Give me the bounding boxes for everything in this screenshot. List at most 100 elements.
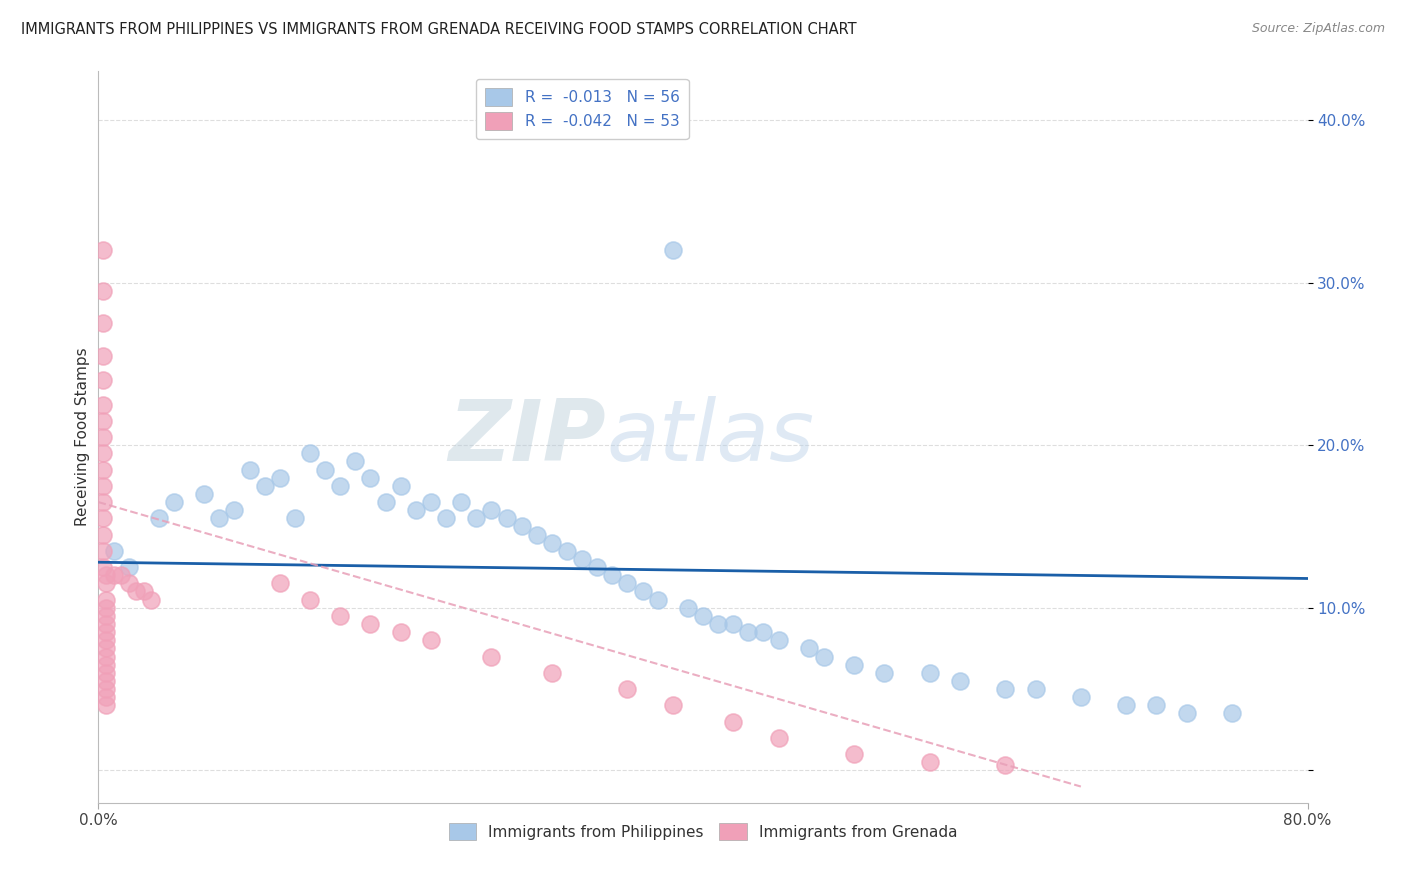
Point — [360, 617, 382, 632]
Point — [555, 544, 578, 558]
Point — [94, 649, 117, 664]
Point — [813, 649, 835, 664]
Text: IMMIGRANTS FROM PHILIPPINES VS IMMIGRANTS FROM GRENADA RECEIVING FOOD STAMPS COR: IMMIGRANTS FROM PHILIPPINES VS IMMIGRANT… — [21, 22, 856, 37]
Point — [91, 446, 114, 460]
Point — [163, 495, 186, 509]
Text: Source: ZipAtlas.com: Source: ZipAtlas.com — [1251, 22, 1385, 36]
Point — [737, 625, 759, 640]
Point — [269, 471, 291, 485]
Point — [91, 316, 114, 330]
Point — [661, 698, 683, 713]
Point — [91, 349, 114, 363]
Point — [94, 617, 117, 632]
Point — [768, 731, 790, 745]
Point — [91, 243, 114, 257]
Legend: Immigrants from Philippines, Immigrants from Grenada: Immigrants from Philippines, Immigrants … — [443, 816, 963, 847]
Point — [94, 608, 117, 623]
Point — [208, 511, 231, 525]
Point — [148, 511, 170, 525]
Point — [723, 617, 745, 632]
Point — [949, 673, 972, 688]
Point — [94, 568, 117, 582]
Point — [91, 527, 114, 541]
Point — [707, 617, 730, 632]
Point — [91, 284, 114, 298]
Point — [1070, 690, 1092, 705]
Point — [420, 495, 443, 509]
Point — [450, 495, 472, 509]
Point — [284, 511, 307, 525]
Point — [1144, 698, 1167, 713]
Point — [132, 584, 155, 599]
Point — [94, 625, 117, 640]
Point — [405, 503, 427, 517]
Point — [193, 487, 215, 501]
Y-axis label: Receiving Food Stamps: Receiving Food Stamps — [75, 348, 90, 526]
Point — [91, 479, 114, 493]
Point — [118, 576, 141, 591]
Point — [389, 479, 412, 493]
Point — [647, 592, 669, 607]
Point — [94, 690, 117, 705]
Point — [94, 600, 117, 615]
Point — [481, 649, 503, 664]
Point — [360, 471, 382, 485]
Point — [253, 479, 276, 493]
Point — [602, 568, 624, 582]
Point — [118, 560, 141, 574]
Point — [844, 747, 866, 761]
Point — [526, 527, 548, 541]
Point — [110, 568, 132, 582]
Point — [510, 519, 533, 533]
Point — [1024, 681, 1046, 696]
Point — [768, 633, 790, 648]
Point — [91, 414, 114, 428]
Point — [103, 568, 125, 582]
Point — [616, 681, 638, 696]
Point — [91, 430, 114, 444]
Point — [91, 462, 114, 476]
Point — [94, 641, 117, 656]
Point — [844, 657, 866, 672]
Text: atlas: atlas — [606, 395, 814, 479]
Point — [676, 600, 699, 615]
Point — [94, 673, 117, 688]
Point — [389, 625, 412, 640]
Point — [91, 495, 114, 509]
Point — [94, 633, 117, 648]
Point — [994, 758, 1017, 772]
Point — [239, 462, 262, 476]
Point — [752, 625, 775, 640]
Point — [1220, 706, 1243, 721]
Point — [91, 511, 114, 525]
Point — [586, 560, 609, 574]
Point — [91, 398, 114, 412]
Point — [94, 681, 117, 696]
Point — [631, 584, 654, 599]
Point — [1175, 706, 1198, 721]
Point — [269, 576, 291, 591]
Point — [91, 560, 114, 574]
Point — [94, 592, 117, 607]
Point — [571, 552, 593, 566]
Point — [94, 657, 117, 672]
Point — [994, 681, 1017, 696]
Point — [420, 633, 443, 648]
Point — [1115, 698, 1137, 713]
Point — [540, 665, 562, 680]
Point — [299, 446, 322, 460]
Point — [91, 373, 114, 387]
Point — [616, 576, 638, 591]
Point — [103, 544, 125, 558]
Point — [329, 608, 352, 623]
Point — [434, 511, 457, 525]
Point — [465, 511, 488, 525]
Point — [141, 592, 163, 607]
Point — [314, 462, 336, 476]
Point — [918, 755, 941, 769]
Point — [94, 665, 117, 680]
Point — [797, 641, 820, 656]
Point — [224, 503, 246, 517]
Point — [94, 576, 117, 591]
Point — [723, 714, 745, 729]
